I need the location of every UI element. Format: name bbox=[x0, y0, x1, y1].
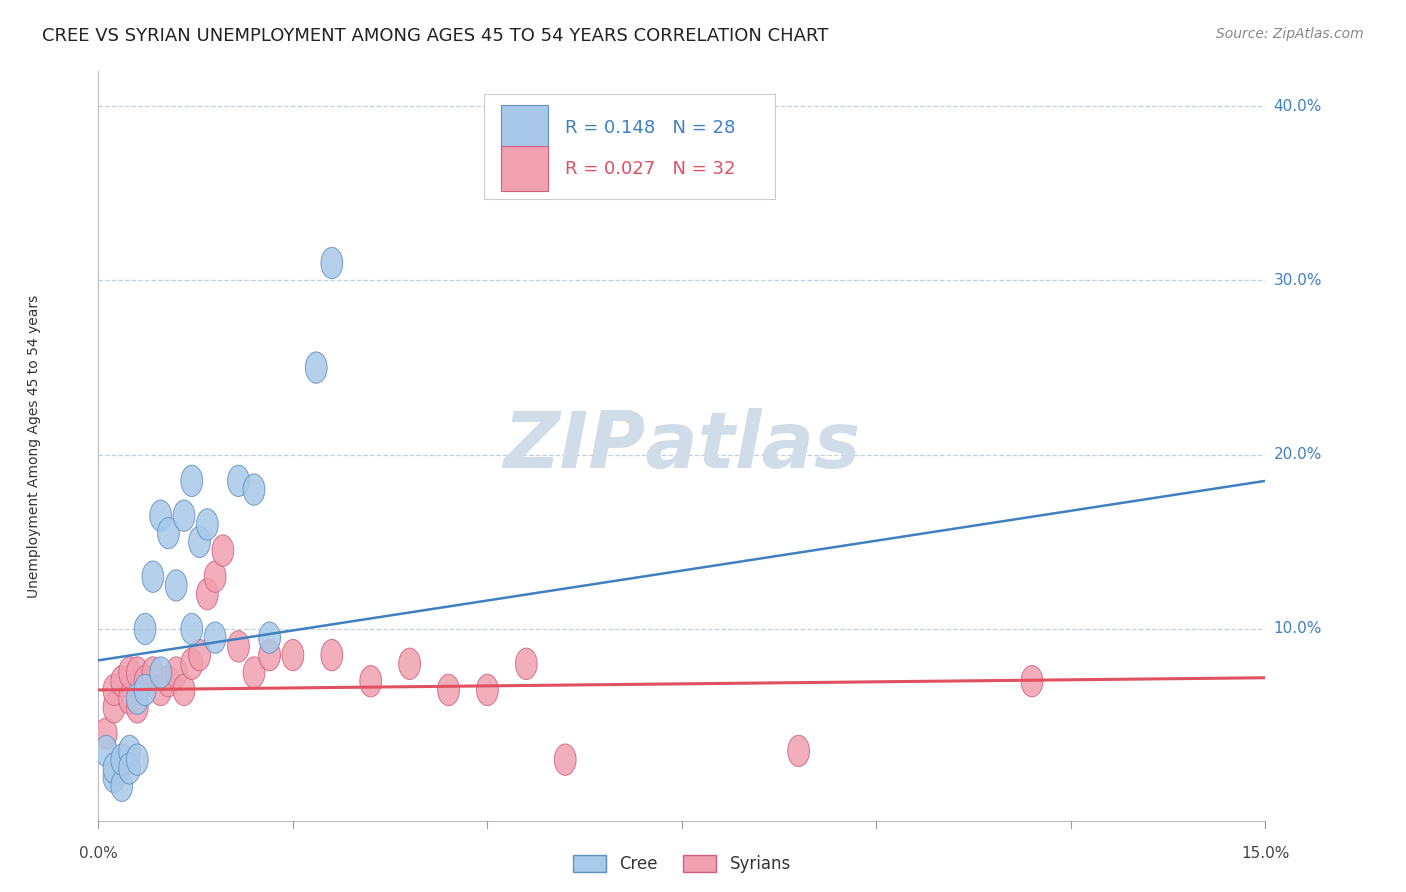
Ellipse shape bbox=[157, 517, 180, 549]
Text: 30.0%: 30.0% bbox=[1274, 273, 1322, 288]
Ellipse shape bbox=[173, 500, 195, 532]
Ellipse shape bbox=[1021, 665, 1043, 697]
Ellipse shape bbox=[157, 665, 180, 697]
Ellipse shape bbox=[516, 648, 537, 680]
Ellipse shape bbox=[204, 561, 226, 592]
Text: 10.0%: 10.0% bbox=[1274, 622, 1322, 637]
Ellipse shape bbox=[118, 657, 141, 689]
Ellipse shape bbox=[111, 744, 132, 775]
Ellipse shape bbox=[212, 535, 233, 566]
Ellipse shape bbox=[204, 622, 226, 653]
Ellipse shape bbox=[150, 657, 172, 689]
Ellipse shape bbox=[96, 735, 117, 766]
Ellipse shape bbox=[118, 683, 141, 714]
Ellipse shape bbox=[173, 674, 195, 706]
Ellipse shape bbox=[554, 744, 576, 775]
Text: CREE VS SYRIAN UNEMPLOYMENT AMONG AGES 45 TO 54 YEARS CORRELATION CHART: CREE VS SYRIAN UNEMPLOYMENT AMONG AGES 4… bbox=[42, 27, 828, 45]
Ellipse shape bbox=[243, 657, 264, 689]
Text: R = 0.148   N = 28: R = 0.148 N = 28 bbox=[565, 119, 735, 136]
Ellipse shape bbox=[127, 683, 148, 714]
Text: R = 0.027   N = 32: R = 0.027 N = 32 bbox=[565, 160, 735, 178]
Ellipse shape bbox=[787, 735, 810, 766]
Text: ZIP​atlas: ZIP​atlas bbox=[503, 408, 860, 484]
Ellipse shape bbox=[181, 614, 202, 645]
Ellipse shape bbox=[197, 508, 218, 540]
Text: Unemployment Among Ages 45 to 54 years: Unemployment Among Ages 45 to 54 years bbox=[27, 294, 41, 598]
Ellipse shape bbox=[321, 247, 343, 278]
Ellipse shape bbox=[118, 753, 141, 784]
Legend: Cree, Syrians: Cree, Syrians bbox=[567, 848, 797, 880]
Ellipse shape bbox=[228, 631, 249, 662]
Ellipse shape bbox=[111, 770, 132, 802]
Ellipse shape bbox=[181, 648, 202, 680]
Text: Source: ZipAtlas.com: Source: ZipAtlas.com bbox=[1216, 27, 1364, 41]
Ellipse shape bbox=[103, 674, 125, 706]
Ellipse shape bbox=[127, 657, 148, 689]
Ellipse shape bbox=[134, 674, 156, 706]
FancyBboxPatch shape bbox=[501, 146, 548, 191]
Ellipse shape bbox=[360, 665, 381, 697]
Text: 0.0%: 0.0% bbox=[79, 846, 118, 861]
Ellipse shape bbox=[103, 762, 125, 793]
Ellipse shape bbox=[259, 640, 280, 671]
Ellipse shape bbox=[197, 578, 218, 610]
Ellipse shape bbox=[259, 622, 280, 653]
Ellipse shape bbox=[437, 674, 460, 706]
Ellipse shape bbox=[228, 465, 249, 497]
Ellipse shape bbox=[188, 640, 211, 671]
Ellipse shape bbox=[142, 561, 163, 592]
FancyBboxPatch shape bbox=[501, 105, 548, 150]
Ellipse shape bbox=[127, 691, 148, 723]
Ellipse shape bbox=[134, 665, 156, 697]
Ellipse shape bbox=[127, 744, 148, 775]
Ellipse shape bbox=[111, 665, 132, 697]
Ellipse shape bbox=[477, 674, 498, 706]
Ellipse shape bbox=[103, 691, 125, 723]
Ellipse shape bbox=[150, 674, 172, 706]
Text: 20.0%: 20.0% bbox=[1274, 447, 1322, 462]
Ellipse shape bbox=[305, 352, 328, 384]
Ellipse shape bbox=[188, 526, 211, 558]
Ellipse shape bbox=[321, 640, 343, 671]
Ellipse shape bbox=[554, 152, 576, 183]
Ellipse shape bbox=[142, 657, 163, 689]
Ellipse shape bbox=[96, 718, 117, 749]
Text: 40.0%: 40.0% bbox=[1274, 99, 1322, 113]
Text: 15.0%: 15.0% bbox=[1241, 846, 1289, 861]
Ellipse shape bbox=[103, 753, 125, 784]
Ellipse shape bbox=[181, 465, 202, 497]
Ellipse shape bbox=[166, 570, 187, 601]
Ellipse shape bbox=[283, 640, 304, 671]
FancyBboxPatch shape bbox=[484, 94, 775, 199]
Ellipse shape bbox=[118, 735, 141, 766]
Ellipse shape bbox=[399, 648, 420, 680]
Ellipse shape bbox=[243, 474, 264, 505]
Ellipse shape bbox=[150, 500, 172, 532]
Ellipse shape bbox=[166, 657, 187, 689]
Ellipse shape bbox=[134, 614, 156, 645]
